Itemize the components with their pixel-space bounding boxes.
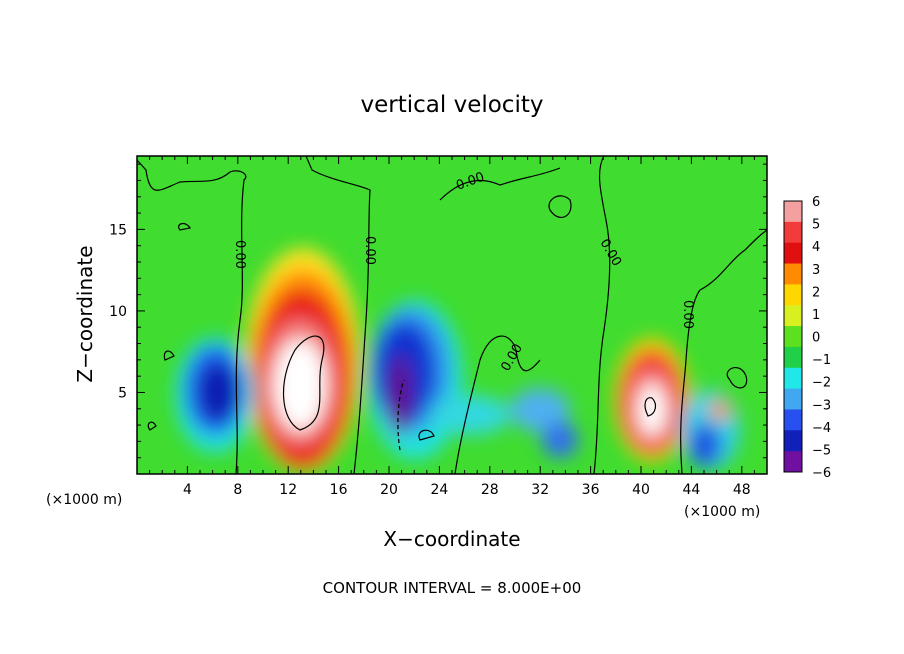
x-tick-label: 48 — [733, 482, 751, 498]
colorbar-label: −3 — [812, 398, 831, 413]
colorbar-swatch — [784, 201, 802, 223]
x-tick-label: 24 — [430, 482, 448, 498]
x-tick-label: 36 — [582, 482, 600, 498]
x-axis-label: X−coordinate — [383, 527, 520, 551]
x-tick-label: 44 — [682, 482, 700, 498]
x-tick-label: 16 — [330, 482, 348, 498]
colorbar-swatch — [784, 242, 802, 265]
x-unit-label-left: (×1000 m) — [46, 492, 122, 508]
colorbar-frame — [783, 200, 803, 473]
colorbar-swatch — [784, 409, 802, 431]
contour-lines — [137, 156, 767, 474]
x-unit-label-right: (×1000 m) — [684, 504, 760, 520]
colorbar-swatch — [784, 346, 802, 369]
colorbar-swatch — [784, 388, 802, 410]
colorbar-swatch — [784, 451, 802, 473]
x-tick-label: 32 — [531, 482, 549, 498]
plot-field: 0.00 0.00 0.00 0.00 0.00 0.00 — [137, 156, 767, 474]
svg-text:0.00: 0.00 — [362, 236, 377, 265]
colorbar-swatch — [784, 326, 802, 348]
colorbar-label: 3 — [812, 263, 820, 278]
colorbar-label: 4 — [812, 240, 820, 255]
colorbar-label: −5 — [812, 443, 831, 458]
y-tick-label: 15 — [109, 222, 127, 238]
colorbar-label: 5 — [812, 218, 820, 233]
colorbar-label: 1 — [812, 308, 820, 323]
colorbar-label: 2 — [812, 285, 820, 300]
colorbar-swatch — [784, 263, 802, 285]
colorbar-label: 6 — [812, 195, 820, 210]
colorbar-swatch — [784, 305, 802, 327]
y-tick-label: 10 — [109, 304, 127, 320]
colorbar-label: 0 — [812, 331, 820, 346]
colorbar-swatch — [784, 367, 802, 390]
colorbar-label: −6 — [812, 466, 831, 481]
svg-text:0.00: 0.00 — [680, 300, 695, 329]
x-tick-label: 12 — [279, 482, 297, 498]
x-tick-label: 28 — [481, 482, 499, 498]
svg-text:0.00: 0.00 — [232, 240, 247, 269]
x-tick-label: 4 — [183, 482, 192, 498]
y-axis-label: Z−coordinate — [73, 245, 97, 382]
y-axis: 5 10 15 — [109, 163, 767, 459]
colorbar-label: −4 — [812, 421, 831, 436]
colorbar-swatch — [784, 284, 802, 306]
colorbar-swatch — [784, 430, 802, 452]
colorbar-label: −1 — [812, 353, 831, 368]
x-tick-label: 20 — [380, 482, 398, 498]
chart-title: vertical velocity — [361, 92, 544, 118]
colorbar-label: −2 — [812, 376, 831, 391]
colorbar: 6 5 4 3 2 1 0 −1 −2 −3 −4 −5 −6 — [783, 195, 831, 481]
x-tick-label: 40 — [632, 482, 650, 498]
x-axis: 4 8 12 16 20 24 28 32 36 40 44 48 — [149, 156, 755, 498]
x-tick-label: 8 — [233, 482, 242, 498]
colorbar-swatch — [784, 221, 802, 244]
y-tick-label: 5 — [118, 385, 127, 401]
footer-contour-interval: CONTOUR INTERVAL = 8.000E+00 — [323, 579, 582, 597]
